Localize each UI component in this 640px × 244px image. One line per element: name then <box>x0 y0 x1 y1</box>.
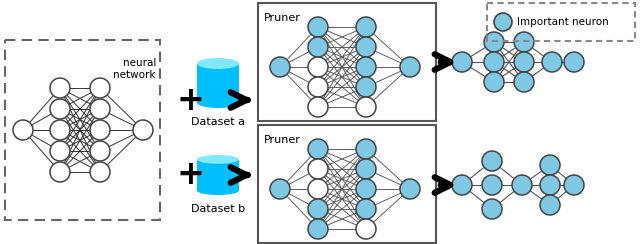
Circle shape <box>308 37 328 57</box>
Circle shape <box>356 179 376 199</box>
Circle shape <box>356 219 376 239</box>
Circle shape <box>484 32 504 52</box>
Circle shape <box>90 120 110 140</box>
Ellipse shape <box>197 155 239 164</box>
Circle shape <box>308 97 328 117</box>
Circle shape <box>564 52 584 72</box>
Circle shape <box>90 99 110 119</box>
Circle shape <box>452 52 472 72</box>
Circle shape <box>356 97 376 117</box>
Text: Dataset a: Dataset a <box>191 117 245 127</box>
Text: Important neuron: Important neuron <box>517 17 609 27</box>
Circle shape <box>482 175 502 195</box>
Circle shape <box>514 52 534 72</box>
Text: +: + <box>176 159 204 192</box>
Circle shape <box>514 72 534 92</box>
Circle shape <box>540 155 560 175</box>
Circle shape <box>356 57 376 77</box>
FancyBboxPatch shape <box>197 63 239 102</box>
Circle shape <box>484 52 504 72</box>
Circle shape <box>270 179 290 199</box>
Circle shape <box>308 139 328 159</box>
Circle shape <box>482 151 502 171</box>
Circle shape <box>308 17 328 37</box>
Circle shape <box>50 120 70 140</box>
Circle shape <box>514 32 534 52</box>
Circle shape <box>564 175 584 195</box>
Text: neural
network: neural network <box>113 58 156 80</box>
FancyBboxPatch shape <box>197 159 239 191</box>
Ellipse shape <box>197 97 239 108</box>
Circle shape <box>356 77 376 97</box>
Circle shape <box>512 175 532 195</box>
Circle shape <box>308 219 328 239</box>
Text: Dataset b: Dataset b <box>191 204 245 214</box>
Circle shape <box>308 77 328 97</box>
Text: Pruner: Pruner <box>264 13 301 23</box>
Circle shape <box>356 139 376 159</box>
Circle shape <box>542 52 562 72</box>
Circle shape <box>482 199 502 219</box>
Text: +: + <box>176 83 204 116</box>
Circle shape <box>90 162 110 182</box>
Circle shape <box>356 199 376 219</box>
Ellipse shape <box>197 58 239 69</box>
Circle shape <box>356 17 376 37</box>
Circle shape <box>90 141 110 161</box>
Circle shape <box>270 57 290 77</box>
Text: Pruner: Pruner <box>264 135 301 145</box>
Circle shape <box>540 175 560 195</box>
Circle shape <box>133 120 153 140</box>
Circle shape <box>308 57 328 77</box>
Circle shape <box>356 159 376 179</box>
Circle shape <box>400 57 420 77</box>
Circle shape <box>308 159 328 179</box>
Circle shape <box>400 179 420 199</box>
Circle shape <box>540 195 560 215</box>
Circle shape <box>308 199 328 219</box>
Circle shape <box>50 99 70 119</box>
Circle shape <box>90 78 110 98</box>
Circle shape <box>356 37 376 57</box>
Circle shape <box>484 72 504 92</box>
Ellipse shape <box>197 186 239 195</box>
Circle shape <box>494 13 512 31</box>
Circle shape <box>308 179 328 199</box>
Circle shape <box>50 141 70 161</box>
Circle shape <box>50 162 70 182</box>
Circle shape <box>50 78 70 98</box>
Circle shape <box>13 120 33 140</box>
Circle shape <box>452 175 472 195</box>
